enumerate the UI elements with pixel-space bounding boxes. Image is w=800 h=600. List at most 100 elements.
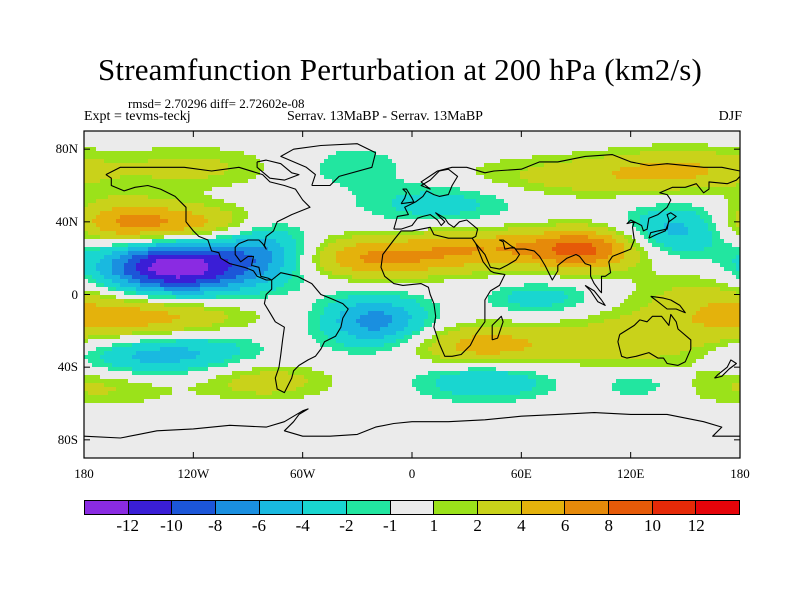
field-cell — [552, 215, 557, 220]
field-cell — [244, 211, 249, 216]
field-cell — [180, 203, 185, 208]
field-cell — [372, 203, 377, 208]
field-cell — [560, 211, 565, 216]
field-cell — [512, 207, 517, 212]
field-cell — [580, 139, 585, 144]
field-cell — [320, 135, 325, 140]
field-cell — [108, 147, 113, 152]
field-cell — [684, 139, 689, 144]
field-cell — [640, 227, 645, 232]
field-cell — [160, 139, 165, 144]
field-cell — [716, 131, 721, 136]
field-cell — [88, 179, 93, 184]
field-cell — [96, 235, 101, 240]
field-cell — [528, 179, 533, 184]
field-cell — [132, 235, 137, 240]
field-cell — [576, 135, 581, 140]
field-cell — [488, 167, 493, 172]
field-cell — [104, 215, 109, 220]
field-cell — [360, 207, 365, 212]
field-cell — [440, 187, 445, 192]
field-cell — [564, 219, 569, 224]
field-cell — [164, 155, 169, 160]
field-cell — [400, 195, 405, 200]
field-cell — [324, 239, 329, 244]
field-cell — [100, 227, 105, 232]
field-cell — [532, 131, 537, 136]
field-cell — [264, 239, 269, 244]
field-cell — [112, 227, 117, 232]
field-cell — [288, 195, 293, 200]
field-cell — [700, 179, 705, 184]
field-cell — [468, 183, 473, 188]
field-cell — [252, 243, 257, 248]
field-cell — [540, 183, 545, 188]
field-cell — [480, 247, 485, 252]
field-cell — [708, 143, 713, 148]
field-cell — [468, 159, 473, 164]
field-cell — [444, 203, 449, 208]
field-cell — [372, 219, 377, 224]
field-cell — [328, 223, 333, 228]
field-cell — [260, 251, 265, 256]
field-cell — [672, 239, 677, 244]
field-cell — [524, 163, 529, 168]
field-cell — [348, 131, 353, 136]
field-cell — [88, 139, 93, 144]
field-cell — [492, 147, 497, 152]
field-cell — [320, 131, 325, 136]
field-cell — [528, 203, 533, 208]
field-cell — [148, 179, 153, 184]
field-cell — [564, 131, 569, 136]
field-cell — [344, 135, 349, 140]
field-cell — [628, 215, 633, 220]
field-cell — [168, 131, 173, 136]
field-cell — [640, 203, 645, 208]
field-cell — [636, 247, 641, 252]
field-cell — [412, 195, 417, 200]
field-cell — [220, 163, 225, 168]
field-cell — [128, 227, 133, 232]
field-cell — [532, 211, 537, 216]
field-cell — [172, 139, 177, 144]
field-cell — [208, 235, 213, 240]
field-cell — [256, 243, 261, 248]
field-cell — [656, 179, 661, 184]
field-cell — [668, 191, 673, 196]
field-cell — [484, 199, 489, 204]
field-cell — [564, 147, 569, 152]
field-cell — [92, 171, 97, 176]
field-cell — [300, 147, 305, 152]
field-cell — [520, 199, 525, 204]
field-cell — [732, 215, 737, 220]
field-cell — [480, 227, 485, 232]
field-cell — [120, 151, 125, 156]
field-cell — [340, 239, 345, 244]
field-cell — [536, 155, 541, 160]
field-cell — [160, 235, 165, 240]
field-cell — [204, 131, 209, 136]
field-cell — [588, 159, 593, 164]
field-cell — [532, 235, 537, 240]
field-cell — [536, 147, 541, 152]
field-cell — [560, 239, 565, 244]
field-cell — [420, 175, 425, 180]
field-cell — [692, 143, 697, 148]
field-cell — [408, 223, 413, 228]
field-cell — [356, 135, 361, 140]
field-cell — [636, 167, 641, 172]
field-cell — [252, 183, 257, 188]
field-cell — [540, 235, 545, 240]
field-cell — [428, 203, 433, 208]
field-cell — [292, 179, 297, 184]
field-cell — [168, 139, 173, 144]
field-cell — [344, 207, 349, 212]
field-cell — [612, 219, 617, 224]
field-cell — [280, 235, 285, 240]
field-cell — [304, 163, 309, 168]
field-cell — [360, 171, 365, 176]
field-cell — [592, 135, 597, 140]
field-cell — [732, 139, 737, 144]
field-cell — [344, 215, 349, 220]
field-cell — [424, 207, 429, 212]
